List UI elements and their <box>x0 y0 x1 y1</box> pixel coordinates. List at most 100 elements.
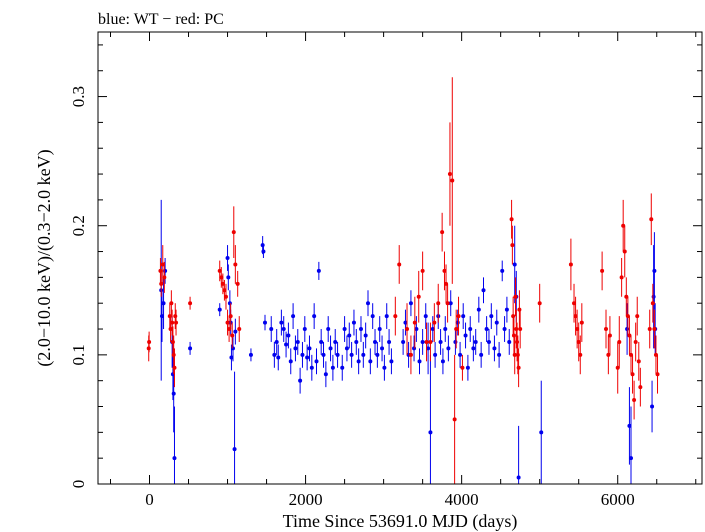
data-point <box>428 339 433 344</box>
data-point <box>537 301 542 306</box>
data-point <box>393 314 398 319</box>
data-point <box>272 352 277 357</box>
data-point <box>486 339 491 344</box>
data-point <box>261 249 266 254</box>
data-point <box>600 268 605 273</box>
data-point <box>233 262 238 267</box>
data-point <box>284 342 289 347</box>
data-point <box>458 352 463 357</box>
data-point <box>428 430 433 435</box>
data-point <box>231 230 236 235</box>
data-point <box>438 339 443 344</box>
data-point <box>169 301 174 306</box>
data-point <box>370 314 375 319</box>
data-point <box>347 333 352 338</box>
data-point <box>650 301 655 306</box>
data-point <box>412 320 417 325</box>
x-tick-label: 4000 <box>445 490 479 509</box>
data-point <box>382 365 387 370</box>
data-point <box>440 359 445 364</box>
data-point <box>356 359 361 364</box>
data-point <box>340 365 345 370</box>
data-point <box>630 372 635 377</box>
data-point <box>262 320 267 325</box>
data-point <box>420 268 425 273</box>
data-point <box>454 327 459 332</box>
data-point <box>172 456 177 461</box>
data-point <box>448 301 453 306</box>
data-point <box>647 327 652 332</box>
data-point <box>173 314 178 319</box>
data-point <box>445 301 450 306</box>
data-point <box>484 327 489 332</box>
data-point <box>426 346 431 351</box>
data-point <box>502 327 507 332</box>
data-point <box>408 301 413 306</box>
data-point <box>333 339 338 344</box>
data-point <box>461 314 466 319</box>
data-point <box>344 346 349 351</box>
data-point <box>649 217 654 222</box>
x-tick-label: 2000 <box>289 490 323 509</box>
data-point <box>288 359 293 364</box>
data-point <box>328 346 333 351</box>
data-point <box>228 314 233 319</box>
data-point <box>468 327 473 332</box>
data-point <box>446 346 451 351</box>
data-point <box>452 417 457 422</box>
y-tick-label: 0 <box>69 480 88 489</box>
data-point <box>651 294 656 299</box>
data-point <box>375 352 380 357</box>
data-point <box>420 339 425 344</box>
data-point <box>260 243 265 248</box>
data-point <box>219 275 224 280</box>
data-point <box>309 365 314 370</box>
data-point <box>188 346 193 351</box>
data-point <box>298 378 303 383</box>
data-point <box>504 307 509 312</box>
data-point <box>518 327 523 332</box>
data-point <box>492 346 497 351</box>
y-tick-label: 0.2 <box>69 215 88 236</box>
data-point <box>450 178 455 183</box>
data-point <box>321 352 326 357</box>
data-point <box>403 320 408 325</box>
data-point <box>572 301 577 306</box>
data-point <box>319 339 324 344</box>
data-point <box>231 346 236 351</box>
data-point <box>170 339 175 344</box>
data-point <box>158 268 163 273</box>
plot-frame <box>97 31 703 485</box>
data-point <box>575 327 580 332</box>
data-point <box>621 223 626 228</box>
data-point <box>397 262 402 267</box>
data-point <box>479 352 484 357</box>
data-point <box>514 327 519 332</box>
data-point <box>237 327 242 332</box>
data-point <box>510 243 515 248</box>
data-point <box>248 352 253 357</box>
data-point <box>171 352 176 357</box>
y-axis-label: (2.0−10.0 keV)/(0.3−2.0 keV) <box>34 149 55 366</box>
data-point <box>432 320 437 325</box>
data-point <box>447 172 452 177</box>
axis-ticks: 0 2000 4000 6000 0 0.1 0.2 0.3 <box>69 32 702 509</box>
data-point <box>622 249 627 254</box>
series-pc <box>146 77 660 484</box>
data-point <box>314 359 319 364</box>
data-point <box>509 217 514 222</box>
data-point <box>512 262 517 267</box>
data-point <box>159 281 164 286</box>
data-point <box>444 281 449 286</box>
data-point <box>417 359 422 364</box>
data-point <box>279 320 284 325</box>
data-point <box>513 294 518 299</box>
data-point <box>617 339 622 344</box>
data-point <box>316 268 321 273</box>
data-point <box>235 281 240 286</box>
data-point <box>305 355 310 360</box>
data-point <box>170 320 175 325</box>
data-point <box>349 352 354 357</box>
data-point <box>423 314 428 319</box>
data-point <box>225 256 230 260</box>
